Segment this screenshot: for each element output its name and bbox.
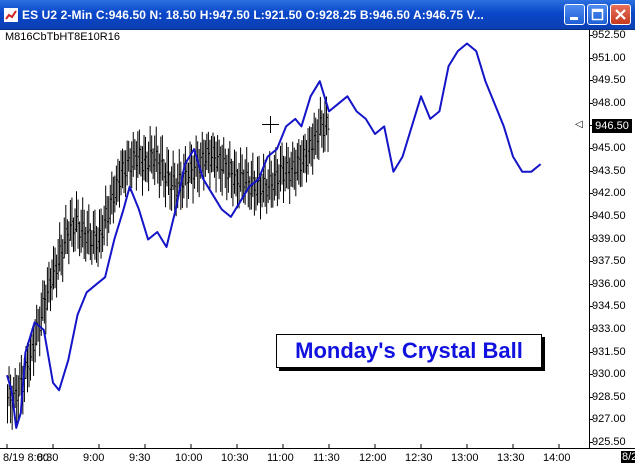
price-tick-label: 951.00 [589, 51, 626, 64]
indicator-label: M816CbTbHT8E10R16 [5, 31, 120, 43]
price-tick-label: 934.50 [589, 300, 626, 313]
projection-line [6, 42, 542, 429]
price-tick-label: 930.00 [589, 368, 626, 381]
price-tick-label: 927.00 [589, 413, 626, 426]
price-tick-label: 925.50 [589, 436, 626, 448]
window-title: ES U2 2-Min C:946.50 N: 18.50 H:947.50 L… [22, 8, 484, 22]
time-tick-label: 13:00 [451, 452, 479, 464]
close-button[interactable] [610, 4, 631, 25]
time-tick-label: 14:00 [543, 452, 571, 464]
time-axis[interactable]: 8/2 8/19 8:00 8:30 9:00 9:30 10:00 10:30 11:00… [0, 448, 635, 468]
price-tick-label: 933.00 [589, 322, 626, 335]
time-tick-label: 10:30 [221, 452, 249, 464]
crosshair-cursor-icon [262, 116, 279, 133]
price-bar [327, 113, 330, 153]
time-tick-label: 13:30 [497, 452, 525, 464]
price-tick-label: 937.50 [589, 255, 626, 268]
time-tick-label: 11:30 [313, 452, 340, 464]
time-tick-label: 8/19 8:00 [3, 452, 49, 464]
time-tick-label: 8:30 [37, 452, 59, 464]
price-axis[interactable]: 952.50 951.00 949.50 948.00 946.50 945.00 943.… [589, 29, 635, 448]
price-bar [17, 375, 20, 420]
minimize-icon [570, 17, 578, 20]
current-price-marker: 946.50 [592, 119, 632, 133]
maximize-icon [591, 8, 604, 21]
time-tick-label: 12:00 [359, 452, 387, 464]
maximize-button[interactable] [587, 4, 608, 25]
price-marker-arrow-icon: ◁ [575, 119, 583, 130]
price-tick-label: 948.00 [589, 96, 626, 109]
minimize-button[interactable] [564, 4, 585, 25]
close-icon [615, 9, 626, 20]
title-bar[interactable]: ES U2 2-Min C:946.50 N: 18.50 H:947.50 L… [0, 0, 635, 30]
price-tick-label: 943.50 [589, 164, 626, 177]
price-tick-label: 940.50 [589, 209, 626, 222]
time-tick-label: 11:00 [267, 452, 294, 464]
price-tick-label: 952.50 [589, 29, 626, 41]
price-tick-label: 928.50 [589, 390, 626, 403]
time-tick-label: 9:00 [83, 452, 105, 464]
price-tick-label: 936.00 [589, 277, 626, 290]
price-tick-label: 931.50 [589, 345, 626, 358]
price-tick-label: 942.00 [589, 187, 626, 200]
chart-app-icon [4, 8, 18, 22]
price-tick-label: 945.00 [589, 142, 626, 155]
crystal-ball-callout: Monday's Crystal Ball [276, 334, 542, 368]
price-chart [6, 42, 560, 448]
price-tick-label: 949.50 [589, 74, 626, 87]
time-tick-label: 9:30 [129, 452, 151, 464]
time-tick-label: 12:30 [405, 452, 433, 464]
time-axis-edge-label: 8/2 [621, 451, 635, 463]
time-tick-label: 10:00 [175, 452, 203, 464]
price-tick-label: 939.00 [589, 232, 626, 245]
